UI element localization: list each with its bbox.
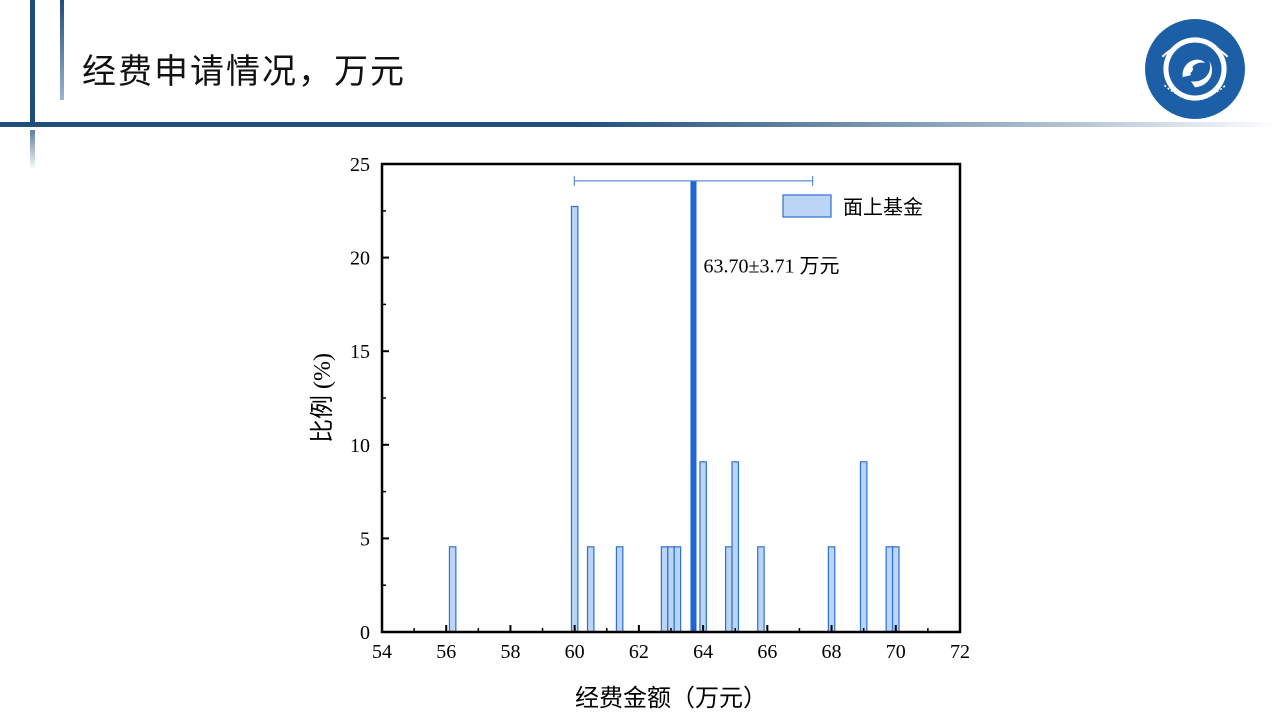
x-tick-label: 62 [629, 641, 649, 663]
histogram-bar [699, 461, 707, 633]
x-tick-label: 60 [565, 641, 585, 663]
y-tick-label: 25 [350, 154, 370, 176]
y-tick-label: 10 [350, 435, 370, 457]
histogram-bar [667, 546, 675, 633]
chart-svg: 54 56 58 60 62 64 66 68 70 72 0 5 10 15 20 25 63.70±3.… [300, 150, 980, 720]
slide-title: 经费申请情况，万元 [82, 52, 406, 92]
x-tick-label: 72 [950, 641, 970, 663]
y-tick-label: 20 [350, 248, 370, 270]
histogram-bar [615, 546, 624, 633]
histogram-bar [885, 546, 894, 633]
x-tick-label: 58 [500, 641, 520, 663]
histogram-bar [827, 546, 836, 633]
histogram-bar [891, 546, 900, 633]
std-error-bar [573, 175, 814, 186]
x-tick-label: 56 [436, 641, 456, 663]
histogram-bar [660, 546, 669, 633]
histogram-bar [724, 546, 733, 633]
y-tick-label: 0 [360, 622, 370, 644]
x-tick-label: 64 [693, 641, 713, 663]
y-tick-label: 5 [360, 528, 370, 550]
legend: 面上基金 [782, 194, 923, 219]
x-tick-label: 70 [886, 641, 906, 663]
x-axis-label: 经费金额（万元） [575, 685, 767, 712]
x-tick-label: 54 [372, 641, 392, 663]
y-axis-label: 比例 (%) [309, 353, 336, 443]
legend-label: 面上基金 [843, 196, 923, 219]
university-seal-logo [1145, 19, 1245, 119]
legend-swatch [782, 194, 832, 218]
left-accent-bar [30, 0, 35, 122]
histogram-bar [859, 461, 868, 633]
histogram-bar [448, 546, 457, 633]
histogram-bar [570, 205, 579, 633]
histogram-bar [673, 546, 682, 633]
x-tick-label: 68 [822, 641, 842, 663]
left-accent-bar-secondary [60, 0, 64, 100]
left-accent-bar-lower [30, 130, 35, 170]
header-divider [0, 122, 1280, 127]
histogram-chart: 54 56 58 60 62 64 66 68 70 72 0 5 10 15 20 25 63.70±3.… [300, 150, 980, 720]
histogram-bar [586, 546, 595, 633]
histogram-bar [731, 461, 740, 633]
y-tick-label: 15 [350, 341, 370, 363]
mean-annotation: 63.70±3.71 万元 [703, 256, 839, 278]
x-tick-label: 66 [757, 641, 777, 663]
histogram-bar [757, 546, 765, 633]
